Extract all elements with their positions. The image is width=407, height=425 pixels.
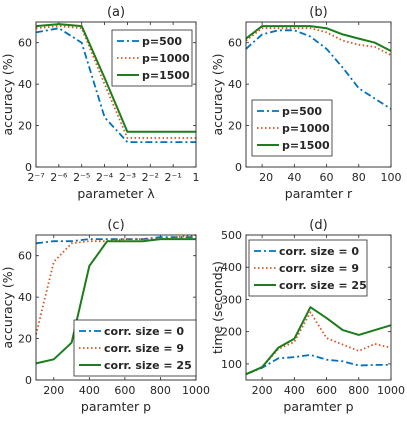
y-tick-label: 100 bbox=[221, 358, 242, 371]
legend-entry: p=1500 bbox=[142, 69, 190, 82]
legend: p=500 p=1000 p=1500 bbox=[251, 99, 333, 157]
x-tick-label: 80 bbox=[352, 171, 366, 184]
series-line-corr-size-0 bbox=[35, 236, 196, 245]
y-tick-label: 20 bbox=[18, 120, 32, 133]
legend: corr. size = 0 corr. size = 9 corr. size =… bbox=[73, 319, 197, 377]
series-line-corr-size-9 bbox=[245, 311, 392, 376]
x-tick-label: 2⁻² bbox=[142, 171, 159, 184]
panel-title: (c) bbox=[107, 218, 124, 233]
y-tick-label: 0 bbox=[25, 161, 32, 174]
panel-d: (d) 100 200 300 400 500 200 400 600 800 1000 paramt… bbox=[210, 218, 405, 414]
series-line-p-1500 bbox=[245, 25, 392, 52]
panel-title: (b) bbox=[309, 5, 327, 20]
x-tick-label: 2⁻⁷ bbox=[27, 171, 44, 184]
series-line-p-500 bbox=[35, 27, 196, 144]
axes-box bbox=[35, 21, 197, 168]
x-tick-label: 100 bbox=[381, 171, 402, 184]
x-tick-label: 2⁻⁵ bbox=[73, 171, 90, 184]
panel-c: (c) 0 20 40 60 200 400 600 800 1000 paramter p accu… bbox=[0, 218, 210, 414]
series-line-p-500 bbox=[245, 29, 392, 110]
legend: p=500 p=1000 p=1500 bbox=[111, 29, 193, 87]
x-tick-label: 2⁻⁴ bbox=[96, 171, 114, 184]
x-tick-label: 1 bbox=[193, 171, 200, 184]
series-line-corr-size-25 bbox=[35, 238, 196, 365]
series-line-corr-size-0 bbox=[245, 353, 391, 376]
axes-box bbox=[245, 234, 392, 381]
panel-title: (d) bbox=[309, 218, 327, 233]
x-tick-label: 800 bbox=[348, 384, 369, 397]
y-axis-label: time (seconds) bbox=[210, 261, 225, 354]
x-tick-label: 40 bbox=[287, 171, 301, 184]
x-axis-label: paramter p bbox=[81, 399, 151, 414]
x-tick-label: 400 bbox=[79, 384, 100, 397]
x-tick-label: 1000 bbox=[377, 384, 405, 397]
y-tick-label: 0 bbox=[25, 374, 32, 387]
x-axis-label: paramter p bbox=[283, 399, 353, 414]
axes-box bbox=[35, 234, 197, 381]
y-tick-label: 60 bbox=[18, 250, 32, 263]
y-tick-label: 0 bbox=[235, 161, 242, 174]
y-tick-label: 20 bbox=[18, 333, 32, 346]
y-tick-label: 40 bbox=[228, 78, 242, 91]
legend-box bbox=[73, 319, 197, 377]
y-tick-label: 400 bbox=[221, 261, 242, 274]
legend-box bbox=[248, 239, 368, 297]
legend-entry: p=1500 bbox=[282, 139, 330, 152]
legend-entry: corr. size = 9 bbox=[279, 262, 359, 275]
legend-entry: p=500 bbox=[142, 35, 182, 48]
x-axis-label: parameter λ bbox=[77, 186, 155, 201]
x-tick-label: 800 bbox=[150, 384, 171, 397]
y-tick-label: 60 bbox=[18, 37, 32, 50]
y-tick-label: 40 bbox=[18, 291, 32, 304]
legend-entry: corr. size = 9 bbox=[104, 342, 184, 355]
y-tick-label: 300 bbox=[221, 293, 242, 306]
legend: corr. size = 0 corr. size = 9 corr. size =… bbox=[248, 239, 368, 297]
y-axis-label: accuracy (%) bbox=[0, 266, 15, 348]
legend-entry: corr. size = 25 bbox=[104, 359, 192, 372]
y-tick-label: 20 bbox=[228, 120, 242, 133]
axes-box bbox=[245, 21, 392, 168]
legend-entry: corr. size = 0 bbox=[104, 325, 184, 338]
series-line-corr-size-9 bbox=[35, 234, 197, 335]
legend-entry: p=1000 bbox=[142, 52, 190, 65]
x-tick-label: 200 bbox=[43, 384, 64, 397]
x-tick-label: 200 bbox=[252, 384, 273, 397]
panel-title: (a) bbox=[107, 5, 125, 20]
x-tick-label: 1000 bbox=[182, 384, 210, 397]
x-tick-label: 2⁻⁶ bbox=[50, 171, 68, 184]
legend-entry: p=500 bbox=[282, 105, 322, 118]
series-line-corr-size-25 bbox=[245, 306, 392, 376]
legend-entry: p=1000 bbox=[282, 122, 330, 135]
x-tick-label: 600 bbox=[114, 384, 135, 397]
y-tick-label: 500 bbox=[221, 229, 242, 242]
x-axis-label: paramter r bbox=[285, 186, 353, 201]
y-tick-label: 60 bbox=[228, 37, 242, 50]
y-axis-label: accuracy (%) bbox=[0, 53, 15, 135]
y-tick-label: 200 bbox=[221, 326, 242, 339]
x-tick-label: 400 bbox=[284, 384, 305, 397]
series-line-p-1000 bbox=[245, 27, 392, 56]
x-tick-label: 2⁻³ bbox=[119, 171, 136, 184]
x-tick-label: 20 bbox=[259, 171, 273, 184]
legend-entry: corr. size = 0 bbox=[279, 245, 359, 258]
x-tick-label: 2⁻¹ bbox=[165, 171, 182, 184]
legend-entry: corr. size = 25 bbox=[279, 279, 367, 292]
series-line-p-1500 bbox=[35, 23, 196, 133]
panel-b: (b) 0 20 40 60 20 40 60 80 100 paramter r accuracy … bbox=[210, 5, 402, 201]
y-axis-label: accuracy (%) bbox=[210, 53, 225, 135]
x-tick-label: 600 bbox=[316, 384, 337, 397]
x-tick-label: 60 bbox=[320, 171, 334, 184]
y-tick-label: 40 bbox=[18, 78, 32, 91]
panel-a: (a) 0 20 40 60 2⁻⁷ 2⁻⁶ 2⁻⁵ 2⁻⁴ 2⁻³ 2⁻² 2⁻¹ 1 paramete… bbox=[0, 5, 200, 201]
